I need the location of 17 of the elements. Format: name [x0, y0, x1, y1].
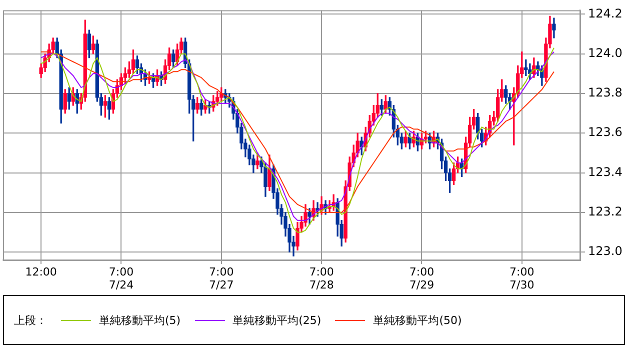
legend-label: 単純移動平均(50) — [373, 312, 462, 328]
y-tick-label: 124.2 — [588, 6, 622, 20]
y-tick-label: 123.4 — [588, 164, 622, 179]
x-tick-label: 12:00 — [25, 265, 57, 278]
x-tick-label: 7:00 7/30 — [510, 265, 534, 292]
x-tick-label: 7:00 7/29 — [409, 265, 434, 292]
y-tick-label: 124.0 — [588, 46, 622, 60]
legend-title: 上段： — [14, 312, 47, 328]
x-tick-label: 7:00 7/28 — [309, 265, 334, 292]
legend-label: 単純移動平均(25) — [232, 312, 322, 328]
y-tick-label: 123.2 — [588, 204, 622, 219]
y-tick-label: 123.6 — [588, 125, 622, 140]
x-tick-label: 7:00 7/27 — [209, 265, 234, 292]
legend-label: 単純移動平均(5) — [99, 312, 181, 328]
y-tick-label: 123.0 — [588, 244, 622, 258]
y-tick-label: 123.8 — [588, 86, 622, 100]
x-tick-label: 7:00 7/24 — [108, 265, 134, 292]
